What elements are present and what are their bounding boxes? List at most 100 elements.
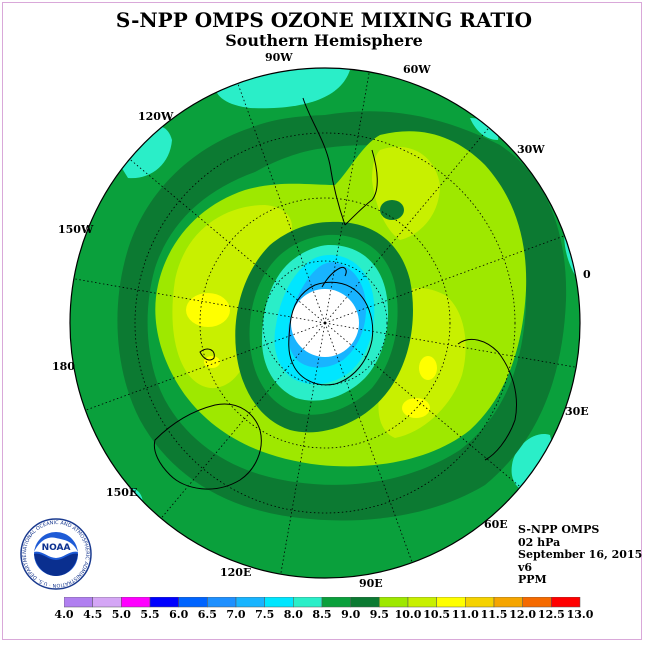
meridians	[73, 71, 577, 575]
lon-label-60w: 60W	[403, 63, 431, 76]
colorbar-swatch	[121, 597, 151, 608]
south-america-east	[344, 149, 378, 226]
colorbar-tick-label: 7.5	[255, 608, 275, 621]
cyan-patch-30w	[470, 118, 499, 140]
meridian-line	[324, 127, 490, 324]
colorbar-swatch	[178, 597, 208, 608]
latitude-circle-2	[199, 197, 451, 449]
colorbar-swatch	[407, 597, 437, 608]
lon-label-150w: 150W	[58, 223, 94, 236]
colorbar-swatch	[293, 597, 323, 608]
colorbar-tick-label: 5.5	[140, 608, 160, 621]
colorbar-tick-label: 8.0	[283, 608, 303, 621]
colorbar-swatch	[379, 597, 409, 608]
meridian-line	[129, 158, 326, 324]
latitude-circle-1	[262, 260, 388, 386]
colorbar-tick-label: 11.5	[480, 608, 508, 621]
lon-label-90w: 90W	[265, 51, 293, 64]
colorbar-swatch	[207, 597, 237, 608]
colorbar-swatch	[522, 597, 552, 608]
info-block: S-NPP OMPS 02 hPa September 16, 2015 v6 …	[518, 523, 643, 587]
antarctica-coast	[288, 281, 374, 386]
cyan-patch-60e	[511, 434, 552, 492]
lon-label-150e: 150E	[106, 486, 138, 499]
info-date: September 16, 2015	[518, 548, 643, 561]
colorbar-tick-label: 6.5	[197, 608, 217, 621]
lon-label-120e: 120E	[220, 566, 252, 579]
colorbar-tick-label: 9.5	[369, 608, 389, 621]
colorbar-swatch	[436, 597, 466, 608]
colorbar-tick-label: 7.0	[226, 608, 246, 621]
dark-green-blob	[380, 200, 404, 220]
meridian-line	[324, 322, 413, 563]
logo-sea-lower	[34, 553, 78, 576]
info-units: PPM	[518, 573, 547, 586]
colorbar-tick-label: 6.0	[169, 608, 189, 621]
cyan-patch-120w	[120, 126, 172, 179]
colorbar-swatch	[64, 597, 93, 608]
map-title: S-NPP OMPS OZONE MIXING RATIO	[115, 8, 533, 32]
yellow-spot-1	[186, 293, 230, 327]
meridian-line	[237, 83, 326, 324]
yellow-spot-2	[204, 356, 220, 368]
new-zealand	[199, 348, 215, 361]
colorbar-swatch	[493, 597, 523, 608]
yellow-spot-4	[402, 398, 430, 418]
colorbar	[64, 597, 581, 608]
meridian-line	[324, 322, 521, 488]
map-subtitle: Southern Hemisphere	[225, 31, 423, 50]
map-boundary	[69, 67, 581, 579]
colorbar-swatch	[350, 597, 380, 608]
graticule	[134, 132, 516, 514]
colorbar-tick-label: 9.0	[341, 608, 361, 621]
logo-bird-icon	[34, 537, 78, 558]
colorbar-tick-label: 4.0	[54, 608, 74, 621]
lon-label-90e: 90E	[359, 577, 383, 590]
yellowgreen-left	[172, 205, 293, 389]
meridian-line	[280, 322, 326, 575]
colorbar-swatch	[264, 597, 294, 608]
latitude-circle-3	[134, 132, 516, 514]
colorbar-tick-label: 12.5	[537, 608, 565, 621]
logo-text: NOAA	[42, 543, 71, 553]
meridian-line	[73, 278, 326, 324]
lon-label-0: 0	[583, 268, 591, 281]
info-version: v6	[518, 560, 533, 574]
meridian-line	[85, 322, 326, 411]
colorbar-tick-label: 8.5	[312, 608, 332, 621]
meridian-line	[324, 322, 577, 368]
info-pressure: 02 hPa	[518, 535, 561, 549]
lon-label-120w: 120W	[138, 110, 174, 123]
figure-border	[2, 2, 642, 640]
noaa-logo: NATIONAL OCEANIC AND ATMOSPHERIC ADMINIS…	[20, 518, 92, 590]
colorbar-tick-label: 11.0	[451, 608, 479, 621]
colorbar-tick-label: 5.0	[111, 608, 131, 621]
meridian-line	[160, 322, 326, 519]
meridian-line	[324, 71, 370, 324]
colorbar-tick-label: 13.0	[566, 608, 594, 621]
meridian-line	[324, 235, 565, 324]
colorbar-tick-label: 12.0	[509, 608, 537, 621]
yellow-spot-3	[419, 356, 437, 380]
colorbar-swatch	[149, 597, 179, 608]
south-america-west	[302, 97, 346, 226]
colorbar-tick-label: 10.0	[394, 608, 422, 621]
colorbar-swatch	[321, 597, 351, 608]
africa-coast	[457, 338, 517, 461]
colorbar-tick-label: 4.5	[83, 608, 103, 621]
colorbar-tick-label: 10.5	[423, 608, 451, 621]
colorbar-swatch	[465, 597, 495, 608]
lon-label-30w: 30W	[517, 143, 545, 156]
colorbar-swatch	[92, 597, 122, 608]
info-instrument: S-NPP OMPS	[518, 523, 600, 536]
lon-label-60e: 60E	[484, 518, 508, 531]
coastlines	[153, 97, 517, 490]
lon-label-180: 180	[52, 360, 75, 373]
colorbar-swatch	[551, 597, 581, 608]
lon-label-30e: 30E	[565, 405, 589, 418]
colorbar-swatch	[235, 597, 265, 608]
australia-coast	[153, 403, 262, 490]
antarctic-peninsula	[321, 267, 347, 288]
